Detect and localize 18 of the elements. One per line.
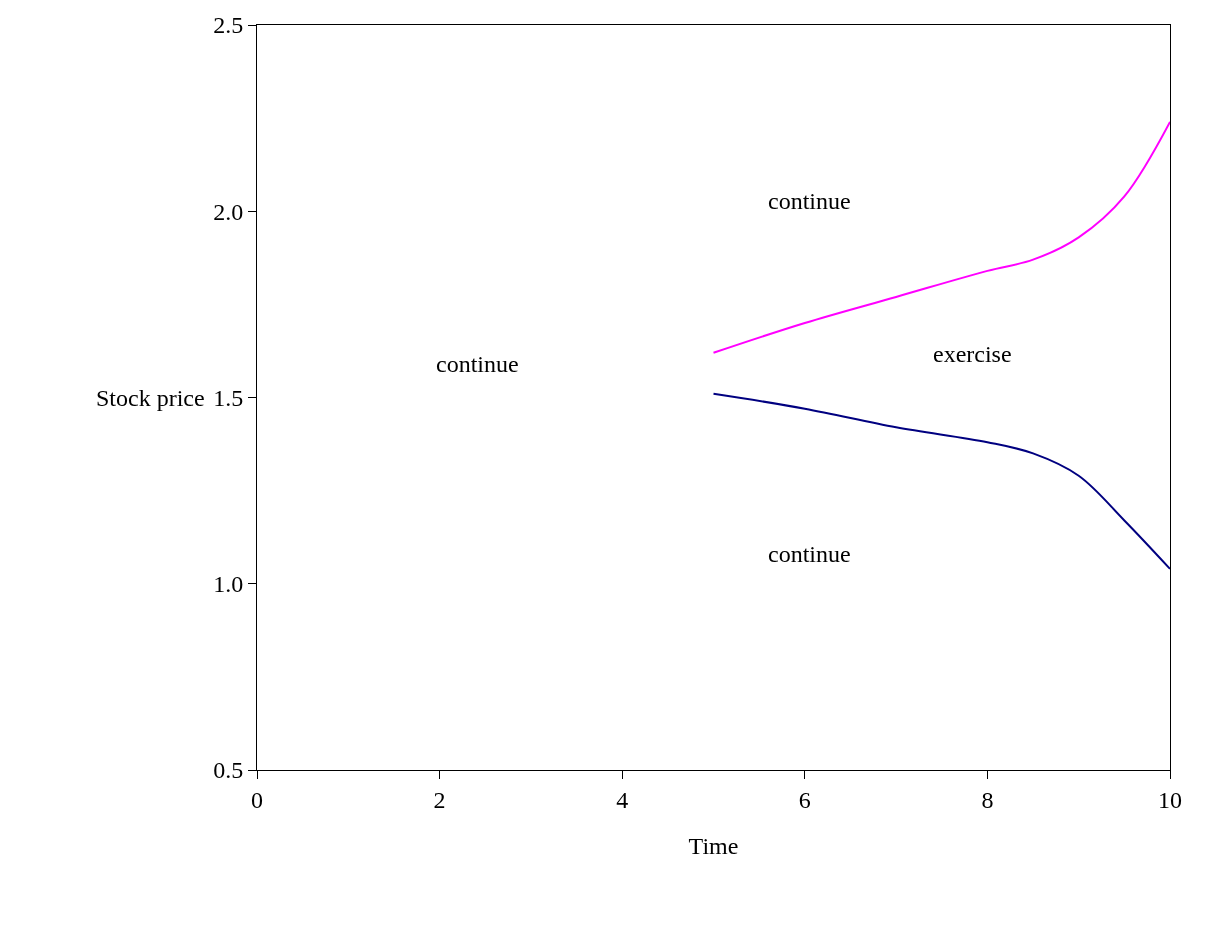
x-tick-label: 8 bbox=[981, 786, 994, 813]
y-axis-title: Stock price bbox=[96, 385, 205, 411]
y-tick-label: 0.5 bbox=[213, 757, 244, 784]
y-tick-label: 1.0 bbox=[213, 571, 244, 598]
annotation: continue bbox=[768, 541, 851, 567]
y-tick-label: 2.0 bbox=[213, 198, 244, 225]
x-tick-label: 10 bbox=[1158, 786, 1182, 813]
y-tick-label: 1.5 bbox=[213, 384, 244, 411]
x-tick-label: 4 bbox=[616, 786, 629, 813]
annotation: continue bbox=[436, 351, 519, 377]
annotation: continue bbox=[768, 188, 851, 214]
line-series bbox=[712, 392, 1170, 570]
x-axis-title: Time bbox=[688, 833, 739, 860]
y-tick-label: 2.5 bbox=[213, 12, 244, 39]
x-tick-label: 2 bbox=[433, 786, 446, 813]
annotation: exercise bbox=[933, 341, 1012, 367]
x-tick-label: 0 bbox=[251, 786, 263, 813]
x-tick-label: 6 bbox=[798, 786, 811, 813]
